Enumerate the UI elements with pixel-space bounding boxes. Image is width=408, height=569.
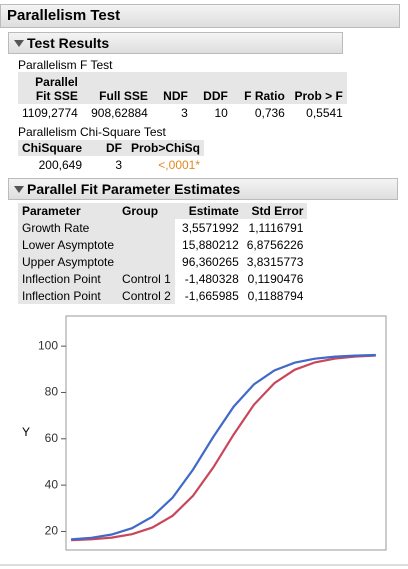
cell: 15,880212	[182, 237, 239, 252]
y-tick-label: 100	[38, 338, 58, 352]
column-header: Group	[118, 203, 175, 219]
section-title: Parallel Fit Parameter Estimates	[27, 181, 241, 197]
cell: 1109,2774	[22, 105, 78, 120]
cell: 3,5571992	[182, 220, 239, 235]
report-title[interactable]: Parallelism Test	[0, 4, 400, 28]
row: 200,649 3 <,0001*	[18, 156, 204, 173]
cell: 3	[115, 157, 123, 172]
cell: Control 2	[118, 287, 175, 304]
cell: 0,736	[254, 105, 285, 120]
cell: 908,62884	[91, 105, 148, 120]
row: 1109,2774 908,62884 3 10 0,736 0,5541	[18, 104, 347, 121]
cell: Inflection Point	[18, 270, 119, 287]
column-header: NDF	[151, 72, 192, 104]
cell: Lower Asymptote	[18, 236, 119, 253]
column-header: Estimate	[174, 203, 243, 219]
cell: Growth Rate	[18, 219, 119, 236]
header-row: Parameter Group Estimate Std Error	[18, 203, 308, 219]
column-header: Parallel Fit SSE	[18, 72, 82, 104]
cell: Control 1	[118, 270, 175, 287]
cell: 0,1188794	[247, 288, 304, 303]
cell: Inflection Point	[18, 287, 119, 304]
y-tick-label: 40	[45, 477, 59, 491]
cell: -1,665985	[184, 288, 239, 303]
table-title: Parallelism F Test	[18, 58, 113, 72]
cell: 200,649	[38, 157, 83, 172]
section-header[interactable]: Test Results	[8, 32, 343, 54]
y-axis-label: Y	[22, 425, 30, 439]
row: Inflection Point Control 2 -1,665985 0,1188…	[18, 287, 307, 304]
y-tick-label: 80	[45, 385, 59, 399]
header-row: ChiSquare DF Prob>ChiSq	[18, 140, 205, 156]
header-row: Parallel Fit SSE Full SSE NDF DDF F Ratio Pro…	[18, 72, 347, 104]
cell: 10	[214, 105, 228, 120]
column-header: Parameter	[18, 203, 119, 219]
cell: 1,1116791	[248, 220, 304, 235]
cell: 3,8315773	[246, 254, 304, 269]
row: Growth Rate 3,5571992 1,1116791	[18, 219, 307, 236]
row: Lower Asymptote 15,880212 6,8756226	[18, 236, 307, 253]
y-tick-label: 60	[45, 431, 59, 445]
cell: 3	[181, 105, 188, 120]
plot-frame	[65, 315, 387, 551]
cell: 6,8756226	[246, 237, 304, 252]
table-title: Parallelism Chi-Square Test	[18, 125, 166, 139]
cell: 0,1190476	[247, 271, 304, 286]
table: Parameter Group Estimate Std Error Growth Ra…	[18, 203, 308, 304]
column-header: Prob > F	[288, 72, 347, 104]
table: ChiSquare DF Prob>ChiSq 200,649 3 <,0001*	[18, 140, 205, 173]
table: Parallel Fit SSE Full SSE NDF DDF F Ratio Pro…	[18, 72, 347, 121]
section-header[interactable]: Parallel Fit Parameter Estimates	[8, 178, 398, 200]
y-tick-label: 20	[45, 524, 59, 538]
cell: Upper Asymptote	[18, 253, 119, 270]
row: Inflection Point Control 1 -1,480328 0,1190…	[18, 270, 307, 287]
column-header: Full SSE	[81, 72, 152, 104]
cell: -1,480328	[184, 271, 239, 286]
curve	[71, 354, 376, 542]
cell: 96,360265	[182, 254, 239, 269]
column-header: F Ratio	[231, 72, 289, 104]
row: Upper Asymptote 96,360265 3,8315773	[18, 253, 307, 270]
section-title: Test Results	[27, 35, 110, 51]
column-header: DF	[86, 140, 127, 156]
cell	[118, 219, 175, 236]
column-header: ChiSquare	[18, 140, 87, 156]
column-header: Prob>ChiSq	[126, 140, 205, 156]
column-header: Std Error	[242, 203, 308, 219]
cell	[118, 253, 175, 270]
cell: <,0001*	[158, 157, 201, 172]
cell: 0,5541	[306, 105, 343, 120]
cell	[118, 236, 175, 253]
column-header: DDF	[191, 72, 232, 104]
curve	[71, 353, 376, 541]
